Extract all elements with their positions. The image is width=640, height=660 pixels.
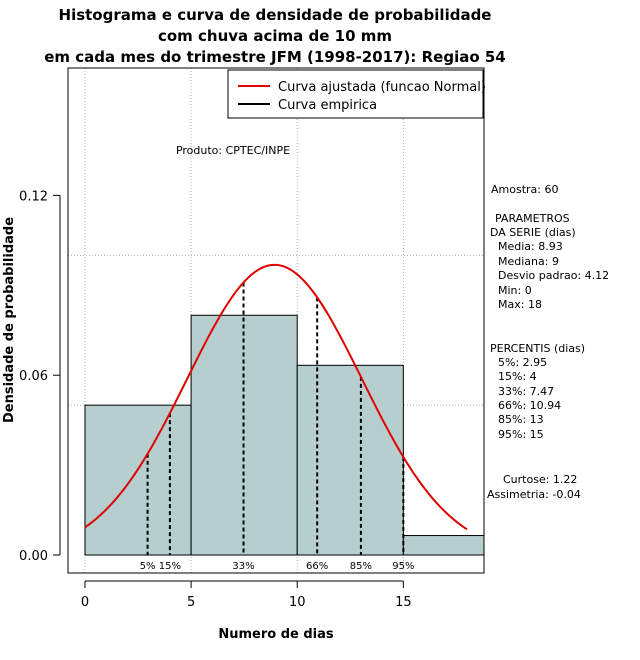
stats-panel: Amostra: 60 PARAMETROS DA SERIE (dias) M… [487,183,609,501]
stat-max: Max: 18 [498,298,542,311]
plot-frame [67,67,485,574]
x-tick-label: 5 [187,595,195,610]
legend: Curva ajustada (funcao Normal) Curva emp… [227,69,486,119]
stat-p5: 5%: 2.95 [498,356,547,369]
x-tick-label: 0 [81,595,89,610]
legend-label-normal: Curva ajustada (funcao Normal) [278,80,486,95]
normal-curve-layer [84,263,468,531]
x-axis: 0 5 10 15 [81,580,412,610]
stat-desvio: Desvio padrao: 4.12 [498,269,609,282]
percentile-label: 5% [140,561,156,572]
stat-mediana: Mediana: 9 [498,255,559,268]
normal-curve [84,263,468,531]
percentile-label: 33% [232,561,254,572]
percentile-label: 66% [306,561,328,572]
histogram-bar [402,535,485,556]
stat-min: Min: 0 [498,284,532,297]
stat-media: Media: 8.93 [498,240,563,253]
legend-label-empirical: Curva empirica [278,98,377,113]
percentile-label: 85% [350,561,372,572]
histogram-bar [296,364,404,556]
y-axis: 0.00 0.06 0.12 [19,189,61,564]
stat-curtose: Curtose: 1.22 [503,473,577,486]
stat-parametros-title-2: DA SERIE (dias) [490,226,576,239]
chart-title-line-3: em cada mes do trimestre JFM (1998-2017)… [44,48,506,66]
y-tick-label: 0.06 [19,369,48,384]
product-annotation: Produto: CPTEC/INPE [176,144,290,157]
histogram-bars [84,314,485,556]
stat-parametros-title-1: PARAMETROS [495,212,570,225]
stat-assimetria: Assimetria: -0.04 [487,488,581,501]
x-tick-label: 15 [395,595,412,610]
x-axis-title: Numero de dias [218,627,334,642]
x-tick-label: 10 [289,595,306,610]
stat-percentis-title: PERCENTIS (dias) [490,342,585,355]
histogram-bar [84,404,192,556]
stat-amostra: Amostra: 60 [491,183,558,196]
y-tick-label: 0.00 [19,549,48,564]
chart-title-line-1: Histograma e curva de densidade de proba… [59,6,492,24]
stat-p85: 85%: 13 [498,413,544,426]
stat-p95: 95%: 15 [498,428,544,441]
stat-p33: 33%: 7.47 [498,385,554,398]
stat-p15: 15%: 4 [498,370,537,383]
chart-title-line-2: com chuva acima de 10 mm [158,27,392,45]
histogram-bar [190,314,298,556]
stat-p66: 66%: 10.94 [498,399,561,412]
percentile-label: 95% [392,561,414,572]
legend-box [227,69,484,119]
percentile-lines: 5% 15% 33% 66% 85% 95% [140,282,414,572]
percentile-label: 15% [159,561,181,572]
y-tick-label: 0.12 [19,189,48,204]
y-axis-title: Densidade de probabilidade [2,217,17,423]
